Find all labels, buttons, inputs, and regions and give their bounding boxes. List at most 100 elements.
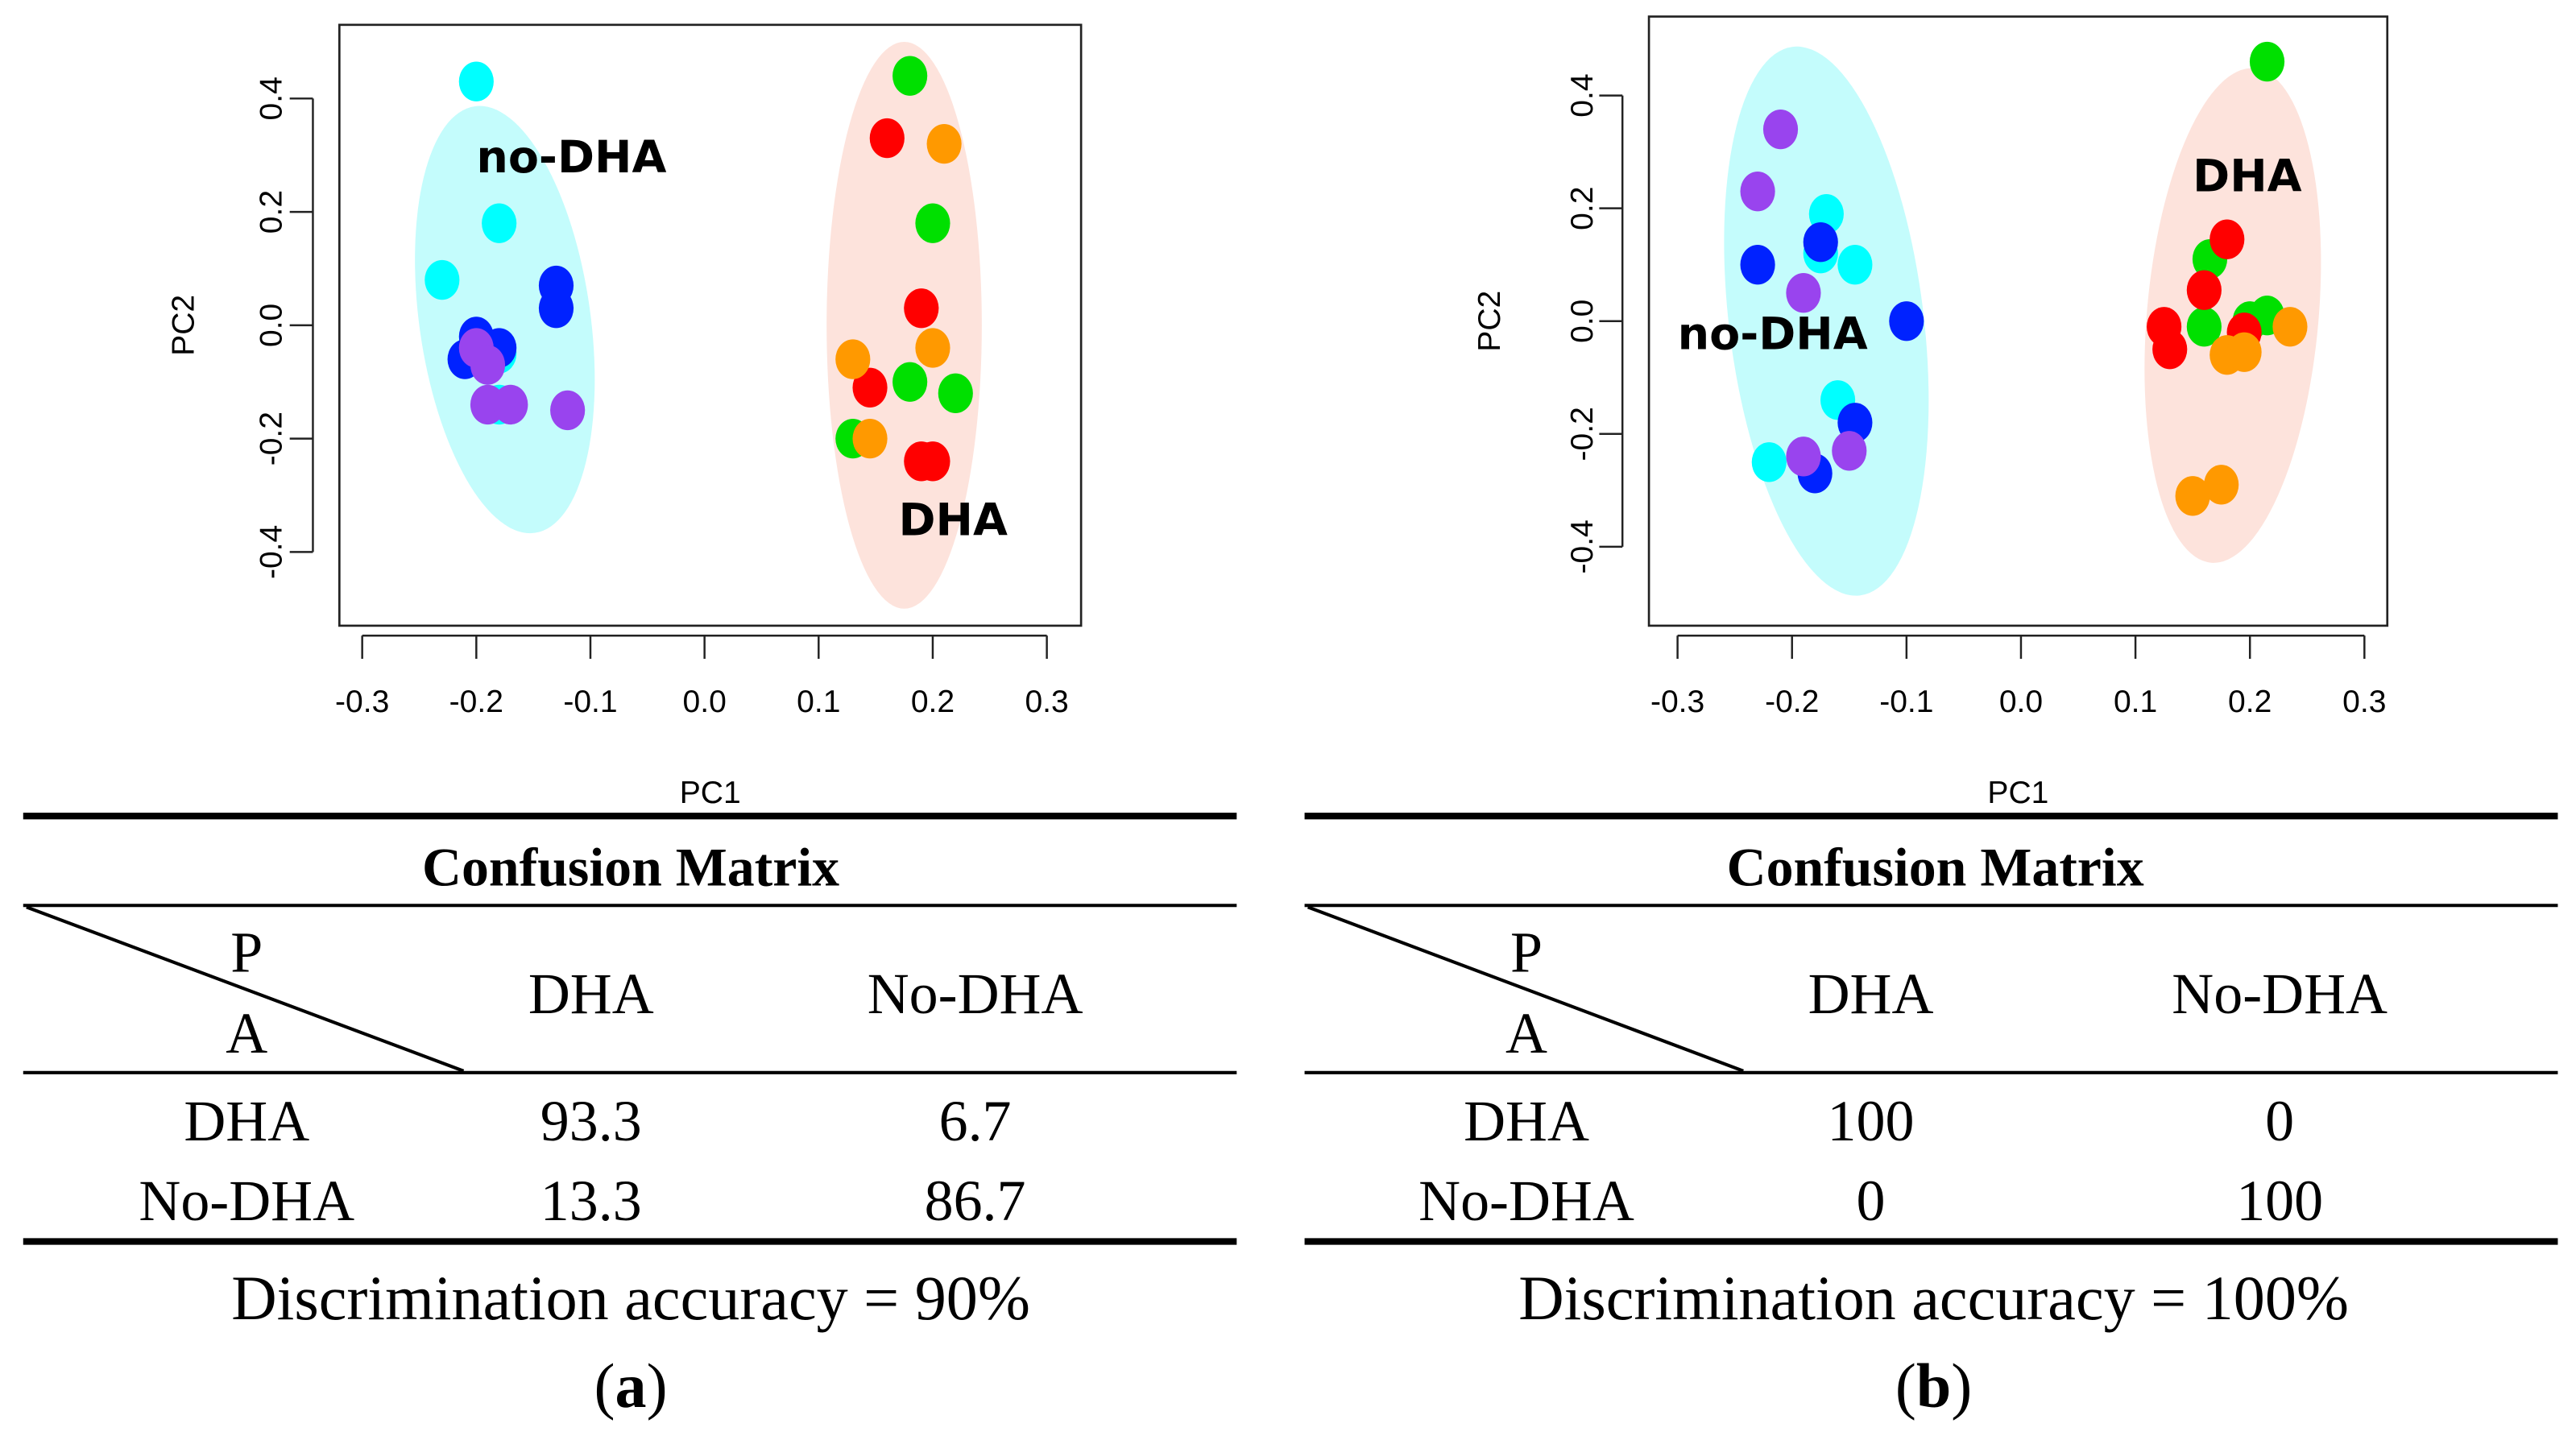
caption-open-a: ( (594, 1351, 615, 1421)
data-points-b (1740, 41, 2308, 516)
data-point-blue (1740, 245, 1775, 285)
data-point-cyan (482, 203, 517, 243)
data-point-orange (2272, 307, 2308, 347)
y-axis-title-b: PC2 (1472, 291, 1507, 352)
data-point-orange (915, 328, 950, 368)
data-point-red (2186, 270, 2222, 310)
caption-open-b: ( (1895, 1351, 1916, 1421)
row-label-no-dha-a: No-DHA (139, 1169, 354, 1233)
cluster-label-no-dha-a: no-DHA (476, 131, 666, 184)
data-point-purple (1740, 171, 1775, 212)
x-tick-label: -0.3 (335, 685, 389, 719)
data-point-orange (2175, 476, 2210, 516)
y-tick-label: -0.4 (254, 525, 288, 579)
row-label-dha-a: DHA (184, 1089, 309, 1153)
data-points-a (425, 56, 973, 482)
x-tick-label: -0.2 (1765, 685, 1819, 719)
data-point-red (2209, 219, 2245, 259)
scatter-plot-a: no-DHA DHA -0.3 -0.2 -0.1 0.0 0.1 0.2 0.3 -0.4… (166, 23, 1083, 810)
y-tick-label: 0.0 (1565, 300, 1600, 343)
y-axis-b: -0.4 -0.2 0.0 0.2 0.4 (1565, 73, 1624, 574)
x-axis-b: -0.3 -0.2 -0.1 0.0 0.1 0.2 0.3 (1650, 635, 2386, 719)
caption-close-a: ) (647, 1351, 668, 1421)
accuracy-text-a: Discrimination accuracy = 90% (231, 1263, 1030, 1333)
x-tick-label: 0.2 (911, 685, 955, 719)
row-label-no-dha-b: No-DHA (1418, 1169, 1634, 1233)
data-point-red (915, 441, 950, 482)
scatter-plot-b: no-DHA DHA -0.3 -0.2 -0.1 0.0 0.1 0.2 0.3 -0.4… (1472, 15, 2389, 810)
cell-nodha-nodha-a: 86.7 (925, 1169, 1026, 1233)
data-point-purple (1786, 437, 1821, 477)
data-point-purple (550, 390, 586, 431)
row-label-dha-b: DHA (1464, 1089, 1589, 1153)
x-tick-label: 0.3 (1025, 685, 1068, 719)
data-point-orange (835, 339, 871, 379)
y-tick-label: 0.2 (1565, 187, 1600, 230)
x-tick-label: -0.2 (449, 685, 503, 719)
plot-frame-a (338, 23, 1083, 627)
y-axis-title-a: PC2 (166, 295, 201, 356)
corner-diagonal-a (26, 905, 465, 1073)
data-point-cyan (458, 61, 494, 101)
accuracy-text-b: Discrimination accuracy = 100% (1518, 1263, 2349, 1333)
corner-label-predicted-a: P (230, 920, 263, 984)
data-point-purple (1786, 273, 1821, 313)
cluster-label-dha-a: DHA (898, 494, 1007, 546)
x-tick-label: 0.0 (683, 685, 727, 719)
caption-letter-a: a (615, 1351, 647, 1421)
plot-frame-b (1647, 15, 2389, 627)
data-point-red (852, 367, 888, 408)
cluster-ellipse-dha (2144, 68, 2321, 563)
data-point-red (2152, 329, 2188, 370)
x-tick-label: 0.3 (2342, 685, 2386, 719)
x-tick-label: -0.3 (1650, 685, 1704, 719)
cell-nodha-dha-a: 13.3 (540, 1169, 642, 1233)
data-point-green (938, 373, 973, 413)
data-point-purple (493, 384, 528, 425)
cluster-label-dha-b: DHA (2193, 151, 2301, 203)
data-point-green (892, 362, 928, 402)
col-header-no-dha-a: No-DHA (868, 962, 1083, 1026)
data-point-cyan (1837, 245, 1873, 285)
table-title-b: Confusion Matrix (1727, 838, 2144, 898)
y-tick-label: -0.2 (1565, 407, 1600, 461)
y-tick-label: 0.4 (1565, 73, 1600, 117)
data-point-red (904, 288, 939, 329)
confusion-matrix-a: Confusion Matrix P A DHA No-DHA DHA 93.3… (23, 813, 1237, 1421)
x-tick-label: 0.1 (797, 685, 840, 719)
y-tick-label: 0.0 (254, 304, 288, 347)
table-title-a: Confusion Matrix (422, 838, 839, 898)
y-axis-a: -0.4 -0.2 0.0 0.2 0.4 (254, 77, 314, 579)
cluster-ellipse-no-dha (415, 106, 595, 534)
x-tick-label: -0.1 (1879, 685, 1933, 719)
data-point-green (892, 56, 928, 96)
y-tick-label: -0.4 (1565, 519, 1600, 573)
x-tick-label: -0.1 (563, 685, 617, 719)
data-point-green (2186, 307, 2222, 347)
panel-caption-a: (a) (594, 1351, 668, 1421)
data-point-purple (470, 345, 506, 385)
data-point-orange (852, 418, 888, 459)
data-point-green (2249, 41, 2285, 82)
y-tick-label: 0.4 (254, 77, 288, 120)
data-point-blue (1889, 301, 1924, 341)
data-point-purple (1832, 431, 1867, 471)
data-point-green (915, 203, 950, 243)
caption-close-b: ) (1951, 1351, 1972, 1421)
corner-label-predicted-b: P (1510, 920, 1543, 984)
data-point-orange (926, 123, 962, 164)
col-header-dha-b: DHA (1808, 962, 1934, 1026)
corner-diagonal-b (1307, 905, 1744, 1073)
caption-letter-b: b (1916, 1351, 1951, 1421)
cell-nodha-dha-b: 0 (1857, 1169, 1886, 1233)
data-point-orange (2226, 332, 2262, 372)
data-point-blue (1803, 222, 1838, 263)
cell-dha-nodha-b: 0 (2265, 1089, 2294, 1153)
cluster-label-no-dha-b: no-DHA (1678, 308, 1868, 361)
data-point-purple (1762, 109, 1799, 150)
corner-label-actual-a: A (226, 1001, 267, 1066)
y-tick-label: 0.2 (254, 190, 288, 234)
panel-caption-b: (b) (1895, 1351, 1972, 1421)
